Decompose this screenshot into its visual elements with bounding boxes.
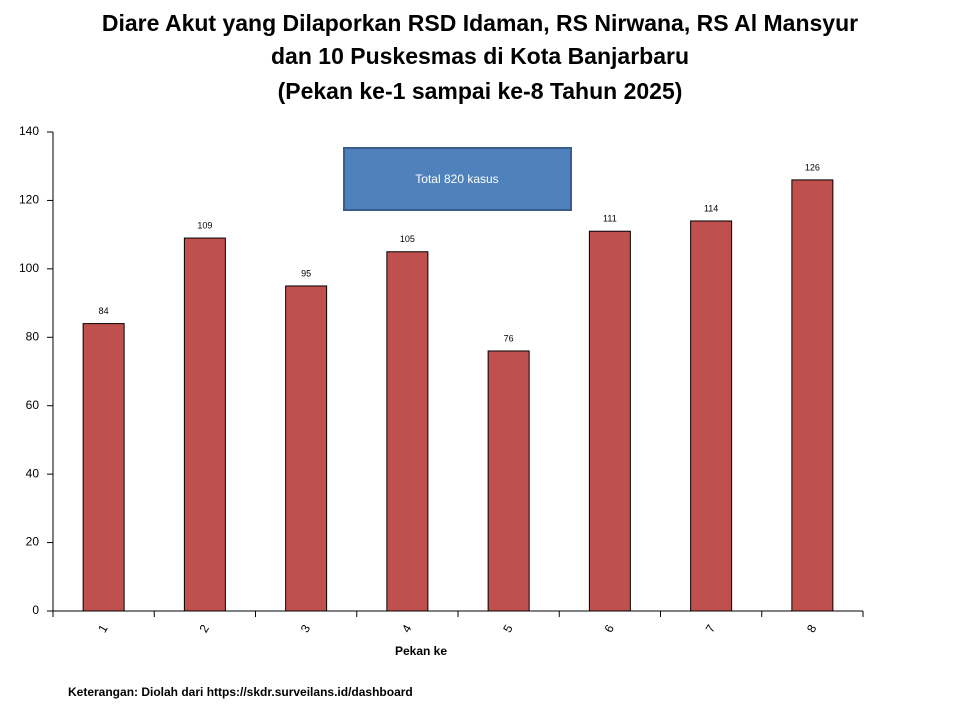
value-label: 111 [603,214,617,224]
value-label: 126 [805,162,820,172]
y-tick-label: 20 [26,535,40,549]
bar [690,220,733,612]
chart-title: dan 10 Puskesmas di Kota Banjarbaru [271,43,689,69]
y-tick-label: 40 [26,466,40,480]
bar [82,323,125,612]
x-tick-label: 1 [95,622,111,635]
bar [791,179,834,612]
x-tick-label: 6 [601,622,617,635]
bar [386,251,429,612]
y-tick-label: 120 [19,193,39,207]
x-tick-label: 8 [804,622,820,635]
x-tick-label: 4 [399,622,415,635]
value-label: 114 [704,203,718,213]
bar [487,350,530,612]
bar [285,285,328,612]
bar [588,230,631,612]
x-tick-label: 7 [703,622,719,635]
x-axis-label: Pekan ke [395,644,447,658]
bar [183,237,226,612]
value-label: 109 [197,220,212,230]
annotation-box [343,147,572,211]
y-tick-label: 140 [19,124,39,138]
x-tick-label: 5 [500,622,516,635]
annotation: Total 820 kasus [415,172,498,186]
chart-title: (Pekan ke-1 sampai ke-8 Tahun 2025) [278,78,683,104]
value-label: 84 [99,306,109,316]
y-tick-label: 100 [19,261,39,275]
y-tick-label: 0 [32,603,39,617]
x-tick-label: 2 [196,622,212,635]
value-label: 105 [400,234,415,244]
footnote: Keterangan: Diolah dari https://skdr.sur… [68,685,413,699]
value-label: 76 [504,333,514,343]
value-label: 95 [301,268,311,278]
chart-title: Diare Akut yang Dilaporkan RSD Idaman, R… [102,10,858,36]
y-tick-label: 60 [26,398,40,412]
y-tick-label: 80 [26,329,40,343]
x-tick-label: 3 [298,622,314,635]
